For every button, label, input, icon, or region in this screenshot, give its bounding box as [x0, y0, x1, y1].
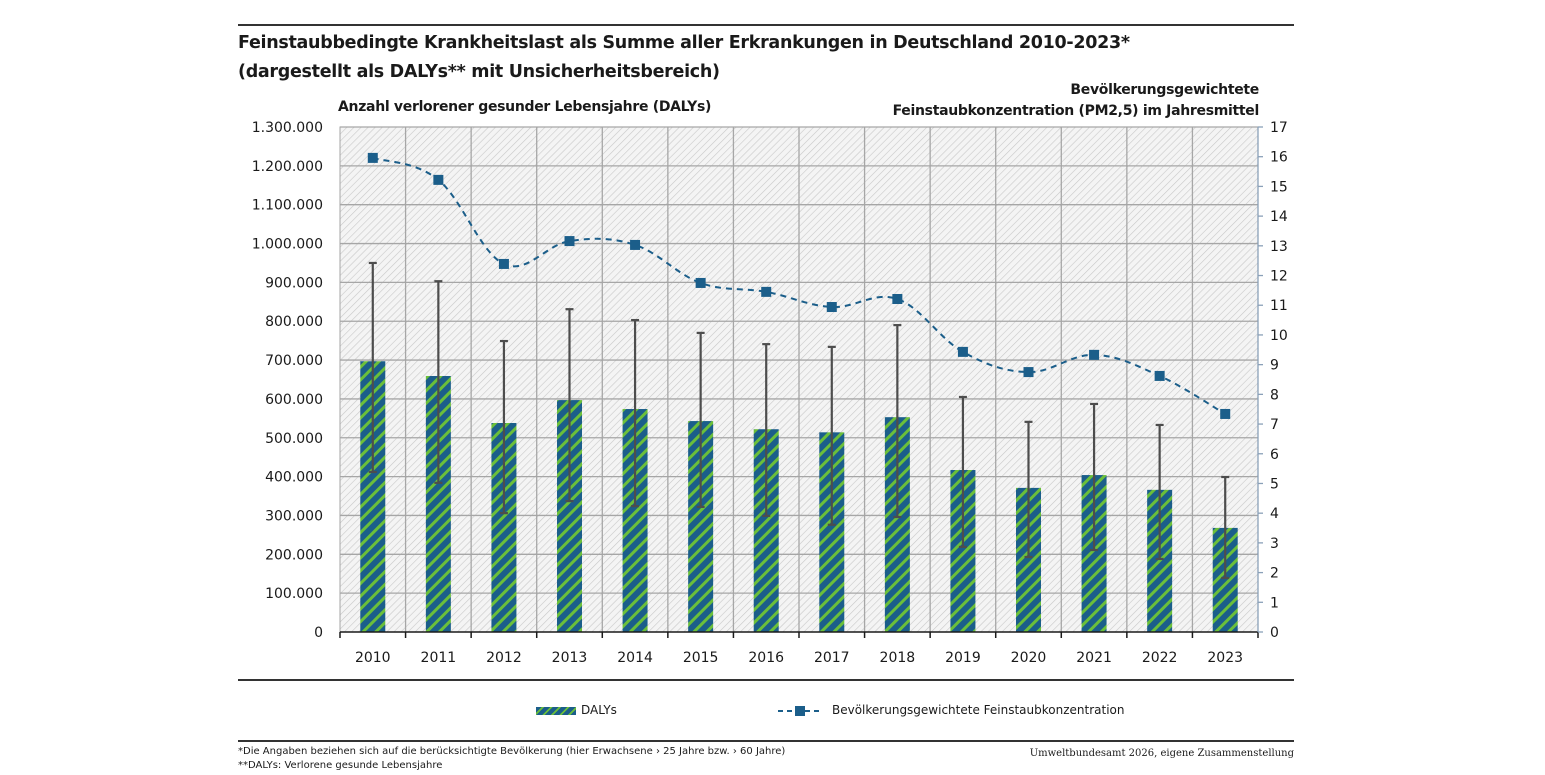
right-tick-label: 9 — [1270, 358, 1279, 374]
legend-dalys-label: DALYs — [581, 703, 617, 717]
legend-pm-label: Bevölkerungsgewichtete Feinstaubkonzentr… — [832, 703, 1125, 717]
x-tick-label-2023: 2023 — [1207, 650, 1243, 666]
error-bars — [368, 261, 1230, 580]
pm-marker-2021 — [1089, 349, 1100, 360]
pm-marker-2020 — [1023, 367, 1034, 378]
right-tick-label: 14 — [1270, 209, 1288, 225]
left-tick-label: 700.000 — [265, 353, 323, 369]
right-axis-label-line2: Feinstaubkonzentration (PM2,5) im Jahres… — [892, 103, 1260, 119]
x-tick-label-2018: 2018 — [880, 650, 916, 666]
left-tick-label: 1.200.000 — [252, 159, 323, 175]
x-tick-label-2019: 2019 — [945, 650, 981, 666]
x-tick-label-2016: 2016 — [748, 650, 784, 666]
left-tick-label: 800.000 — [265, 314, 323, 330]
left-tick-label: 1.000.000 — [252, 237, 323, 253]
x-tick-label-2013: 2013 — [552, 650, 588, 666]
footer-rule — [238, 740, 1294, 742]
right-tick-label: 11 — [1270, 298, 1288, 314]
left-tick-label: 1.300.000 — [252, 120, 323, 136]
x-tick-label-2017: 2017 — [814, 650, 850, 666]
left-tick-label: 400.000 — [265, 470, 323, 486]
pm-marker-2023 — [1220, 408, 1231, 419]
right-axis-label-line1: Bevölkerungsgewichtete — [1070, 82, 1259, 98]
x-tick-label-2015: 2015 — [683, 650, 719, 666]
pm-line — [367, 152, 1231, 419]
axes — [339, 126, 1263, 638]
x-tick-label-2010: 2010 — [355, 650, 391, 666]
legend-dalys-swatch-icon — [536, 707, 576, 715]
right-tick-label: 17 — [1270, 120, 1288, 136]
x-tick-label-2012: 2012 — [486, 650, 522, 666]
pm-marker-2016 — [761, 286, 772, 297]
x-tick-label-2011: 2011 — [421, 650, 457, 666]
left-tick-label: 500.000 — [265, 431, 323, 447]
pm-marker-2010 — [367, 152, 378, 163]
left-tick-label: 0 — [314, 625, 323, 641]
x-tick-label-2022: 2022 — [1142, 650, 1178, 666]
right-tick-label: 15 — [1270, 179, 1288, 195]
pm-marker-2017 — [826, 302, 837, 313]
pm-marker-2013 — [564, 236, 575, 247]
right-tick-label: 1 — [1270, 595, 1279, 611]
legend-top-rule — [238, 679, 1294, 681]
pm-marker-2014 — [630, 239, 641, 250]
source-credit: Umweltbundesamt 2026, eigene Zusammenste… — [1029, 748, 1294, 759]
left-tick-label: 100.000 — [265, 586, 323, 602]
pm-marker-2012 — [498, 258, 509, 269]
right-tick-label: 2 — [1270, 566, 1279, 582]
footnote-1: *Die Angaben beziehen sich auf die berüc… — [238, 746, 786, 757]
right-tick-label: 13 — [1270, 239, 1288, 255]
right-tick-label: 5 — [1270, 476, 1279, 492]
pm-marker-2022 — [1154, 370, 1165, 381]
right-tick-label: 3 — [1270, 536, 1279, 552]
chart-title-line2: (dargestellt als DALYs** mit Unsicherhei… — [238, 62, 720, 82]
left-tick-label: 300.000 — [265, 508, 323, 524]
footnote-2: **DALYs: Verlorene gesunde Lebensjahre — [238, 760, 443, 771]
left-tick-label: 1.100.000 — [252, 198, 323, 214]
right-tick-label: 6 — [1270, 447, 1279, 463]
x-tick-label-2021: 2021 — [1076, 650, 1112, 666]
right-axis-label: Bevölkerungsgewichtete Feinstaubkonzentr… — [892, 80, 1260, 122]
chart-title-line1: Feinstaubbedingte Krankheitslast als Sum… — [238, 33, 1130, 53]
pm-marker-2019 — [957, 346, 968, 357]
pm-marker-2011 — [433, 174, 444, 185]
right-tick-label: 8 — [1270, 387, 1279, 403]
x-tick-labels: 2010 2011 2012 2013 2014 2015 2016 2017 2018 2019… — [355, 650, 1243, 666]
left-tick-labels: 0 100.000 200.000 300.000 400.000 500.000 600.… — [252, 120, 323, 641]
left-tick-label: 200.000 — [265, 547, 323, 563]
right-tick-label: 7 — [1270, 417, 1279, 433]
pm-marker-2015 — [695, 277, 706, 288]
top-rule — [238, 24, 1294, 26]
right-tick-label: 4 — [1270, 506, 1279, 522]
x-tick-label-2020: 2020 — [1011, 650, 1047, 666]
pm-marker-2018 — [892, 293, 903, 304]
right-tick-label: 16 — [1270, 150, 1288, 166]
right-tick-label: 0 — [1270, 625, 1279, 641]
left-axis-label: Anzahl verlorener gesunder Lebensjahre (… — [338, 99, 712, 115]
right-tick-label: 12 — [1270, 269, 1288, 285]
left-tick-label: 900.000 — [265, 275, 323, 291]
legend-line-icon — [778, 706, 822, 716]
left-tick-label: 600.000 — [265, 392, 323, 408]
x-tick-label-2014: 2014 — [617, 650, 653, 666]
right-tick-label: 10 — [1270, 328, 1288, 344]
